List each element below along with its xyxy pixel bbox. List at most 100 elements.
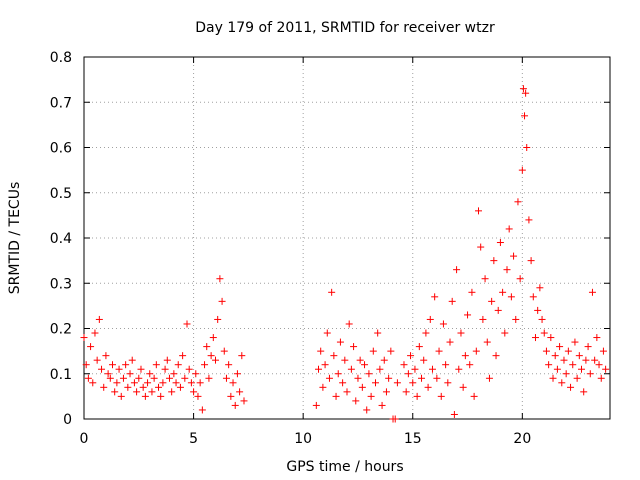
data-point [196,379,204,387]
data-point [356,356,364,364]
data-point [591,356,599,364]
data-point [207,352,215,360]
data-point [328,288,336,296]
data-point [181,374,189,382]
data-point [459,383,467,391]
data-point [347,365,355,373]
data-point [488,297,496,305]
data-point [479,315,487,323]
x-tick-label: 20 [513,431,531,447]
data-point [602,365,610,373]
plot-frame [83,56,611,420]
data-point [505,225,513,233]
data-point [332,392,340,400]
data-point [586,370,594,378]
data-point [466,361,474,369]
data-point [106,374,114,382]
data-point [102,352,110,360]
grid-lines [84,57,610,419]
data-point [593,334,601,342]
data-point [354,374,362,382]
data-point [435,347,443,355]
data-point [521,112,529,120]
data-point [89,379,97,387]
data-point [365,370,373,378]
data-point [378,401,386,409]
data-point [128,356,136,364]
data-point [540,329,548,337]
data-point [168,388,176,396]
data-point [187,379,195,387]
data-point [174,361,182,369]
data-point [431,293,439,301]
data-point [130,379,138,387]
data-point [376,365,384,373]
data-point [317,347,325,355]
data-point [448,297,456,305]
data-point [558,379,566,387]
data-point [409,379,417,387]
data-point [98,365,106,373]
data-point [236,388,244,396]
data-point [341,356,349,364]
data-point [422,329,430,337]
data-point [518,166,526,174]
data-point [82,361,90,369]
data-point [159,379,167,387]
data-point [380,356,388,364]
data-point [330,352,338,360]
data-point [496,239,504,247]
x-tick-label: 0 [80,431,89,447]
data-points [80,85,610,423]
data-point [413,392,421,400]
data-point [461,352,469,360]
data-point [444,379,452,387]
data-point [428,365,436,373]
data-point [192,370,200,378]
data-point [84,374,92,382]
data-point [485,374,493,382]
y-tick-label: 0.3 [50,276,72,292]
data-point [457,329,465,337]
data-point [155,383,163,391]
data-point [358,383,366,391]
data-point [534,306,542,314]
data-point [170,370,178,378]
data-point [490,257,498,265]
data-point [426,315,434,323]
data-point [385,374,393,382]
data-point [150,374,158,382]
data-point [453,266,461,274]
x-tick-label: 15 [404,431,422,447]
data-point [387,347,395,355]
data-point [439,320,447,328]
data-point [402,388,410,396]
data-point [233,370,241,378]
data-point [93,356,101,364]
data-point [198,406,206,414]
data-point [446,338,454,346]
data-point [350,343,358,351]
y-tick-label: 0 [63,412,72,428]
data-point [464,311,472,319]
data-point [507,293,515,301]
data-point [470,392,478,400]
axis-ticks: 0 5 10 15 20 0 0.1 0.2 0.3 0.4 0.5 0.6 0.7 0.8 [50,50,610,447]
data-point [571,338,579,346]
data-point [117,392,125,400]
y-axis-label: SRMTID / TECUs [7,182,23,295]
data-point [312,401,320,409]
data-point [225,361,233,369]
data-point [100,383,108,391]
data-point [319,383,327,391]
data-point [139,383,147,391]
data-point [455,365,463,373]
data-point [141,392,149,400]
data-point [205,374,213,382]
data-point [194,392,202,400]
data-point [599,347,607,355]
data-point [556,343,564,351]
data-point [400,361,408,369]
y-tick-label: 0.6 [50,141,72,157]
